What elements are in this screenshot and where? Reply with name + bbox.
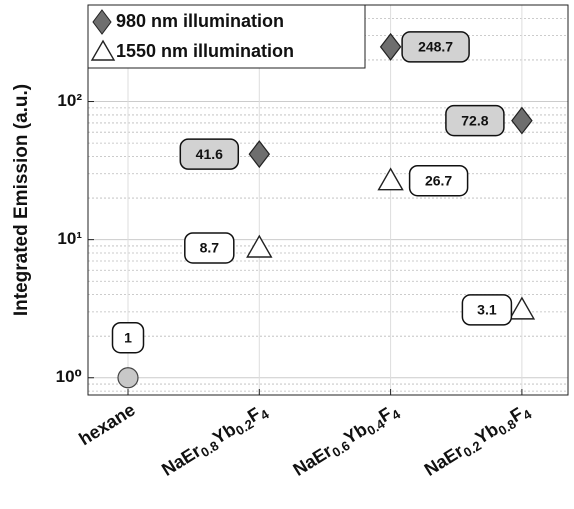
label-box <box>111 321 145 354</box>
legend-label: 1550 nm illumination <box>116 41 294 61</box>
label-box <box>401 31 470 63</box>
y-tick-label: 10² <box>57 91 82 110</box>
data-label: 26.7 <box>425 172 452 188</box>
legend-marker <box>92 9 112 35</box>
data-label: 3.1 <box>477 302 497 318</box>
data-label: 8.7 <box>200 240 220 256</box>
diamond-marker <box>379 32 402 61</box>
triangle-marker <box>508 296 536 320</box>
legend-marker <box>90 39 116 61</box>
label-box <box>179 138 240 170</box>
y-tick-label: 10⁰ <box>56 367 82 386</box>
legend-box <box>87 4 366 69</box>
x-tick-label: hexane <box>75 399 138 449</box>
data-label: 72.8 <box>461 112 488 128</box>
label-box <box>461 294 513 326</box>
x-tick-label: NaEr0.2Yb0.8F4 <box>421 399 535 483</box>
diamond-marker <box>511 106 533 135</box>
circle-marker <box>117 367 139 389</box>
diamond-marker <box>248 140 271 169</box>
data-label: 248.7 <box>418 39 453 55</box>
legend-label: 980 nm illumination <box>116 11 284 31</box>
y-axis-label: Integrated Emission (a.u.) <box>11 84 32 316</box>
y-tick-label: 10¹ <box>57 229 82 248</box>
triangle-marker <box>246 234 273 258</box>
data-label: 41.6 <box>196 146 223 162</box>
label-box <box>184 232 235 264</box>
label-box <box>408 164 469 197</box>
x-tick-label: NaEr0.8Yb0.2F4 <box>158 399 272 483</box>
triangle-marker <box>377 167 404 191</box>
label-box <box>445 104 505 137</box>
data-label: 1 <box>124 329 132 345</box>
x-tick-label: NaEr0.6Yb0.4F4 <box>289 399 403 483</box>
